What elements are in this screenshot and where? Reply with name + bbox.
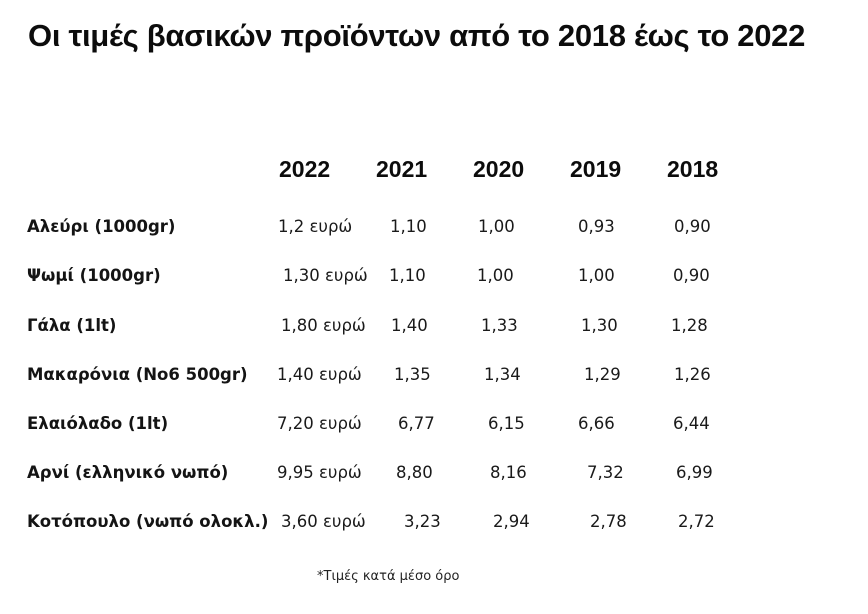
price-cell: 6,44 xyxy=(673,414,710,433)
price-cell: 1,00 xyxy=(478,217,515,236)
price-cell: 0,93 xyxy=(578,217,615,236)
footnote: *Τιμές κατά μέσο όρο xyxy=(317,569,460,584)
price-cell: 7,20 ευρώ xyxy=(277,414,362,433)
price-cell: 1,28 xyxy=(671,316,708,335)
price-cell: 1,29 xyxy=(584,365,621,384)
price-cell: 6,66 xyxy=(578,414,615,433)
row-label: Κοτόπουλο (νωπό ολοκλ.) xyxy=(27,512,269,531)
page-title: Οι τιμές βασικών προϊόντων από το 2018 έ… xyxy=(28,18,806,53)
price-cell: 1,34 xyxy=(484,365,521,384)
row-label: Ψωμί (1000gr) xyxy=(27,266,161,285)
price-cell: 1,30 xyxy=(581,316,618,335)
price-cell: 8,80 xyxy=(396,463,433,482)
price-cell: 6,77 xyxy=(398,414,435,433)
price-cell: 1,35 xyxy=(394,365,431,384)
row-label: Ελαιόλαδο (1lt) xyxy=(27,414,169,433)
row-label: Αλεύρι (1000gr) xyxy=(27,217,176,236)
price-cell: 1,33 xyxy=(481,316,518,335)
price-cell: 9,95 ευρώ xyxy=(277,463,362,482)
price-cell: 3,23 xyxy=(404,512,441,531)
price-cell: 1,00 xyxy=(477,266,514,285)
price-cell: 1,26 xyxy=(674,365,711,384)
price-cell: 1,80 ευρώ xyxy=(281,316,366,335)
row-label: Αρνί (ελληνικό νωπό) xyxy=(27,463,229,482)
price-cell: 1,00 xyxy=(578,266,615,285)
column-header-2021: 2021 xyxy=(376,156,428,182)
price-cell: 1,10 xyxy=(389,266,426,285)
price-cell: 1,40 xyxy=(391,316,428,335)
price-cell: 1,10 xyxy=(390,217,427,236)
price-cell: 3,60 ευρώ xyxy=(281,512,366,531)
column-header-2018: 2018 xyxy=(667,156,719,182)
price-cell: 2,72 xyxy=(678,512,715,531)
price-cell: 7,32 xyxy=(587,463,624,482)
price-cell: 6,15 xyxy=(488,414,525,433)
price-cell: 1,40 ευρώ xyxy=(277,365,362,384)
row-label: Γάλα (1lt) xyxy=(27,316,117,335)
row-label: Μακαρόνια (Νο6 500gr) xyxy=(27,365,248,384)
price-cell: 8,16 xyxy=(490,463,527,482)
price-cell: 1,30 ευρώ xyxy=(283,266,368,285)
price-cell: 2,94 xyxy=(493,512,530,531)
price-cell: 1,2 ευρώ xyxy=(278,217,353,236)
price-cell: 0,90 xyxy=(674,217,711,236)
price-cell: 6,99 xyxy=(676,463,713,482)
column-header-2019: 2019 xyxy=(570,156,622,182)
price-cell: 0,90 xyxy=(673,266,710,285)
price-cell: 2,78 xyxy=(590,512,627,531)
column-header-2020: 2020 xyxy=(473,156,525,182)
column-header-2022: 2022 xyxy=(279,156,331,182)
